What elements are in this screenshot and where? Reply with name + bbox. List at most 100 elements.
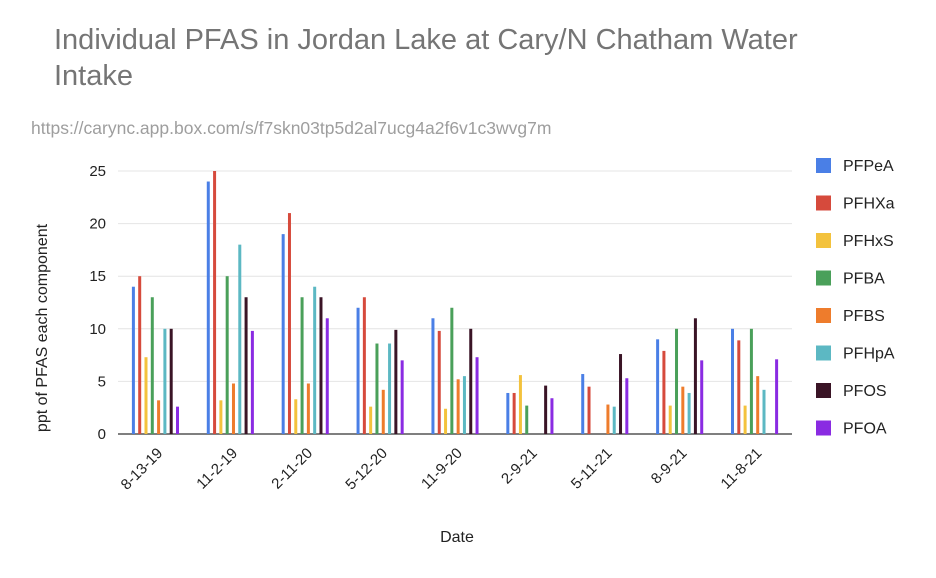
bar (287, 213, 291, 434)
bar (437, 330, 441, 434)
bar (693, 318, 697, 434)
bar (775, 359, 779, 434)
bar (381, 389, 385, 434)
legend: PFPeA PFHXa PFHxS PFBA PFBS PFHpA PFOS PFOA (816, 158, 895, 438)
bar (319, 297, 323, 434)
bar (144, 357, 148, 434)
x-tick-label: 2-11-20 (268, 445, 316, 493)
y-tick-label: 20 (89, 216, 106, 233)
legend-label: PFPeA (843, 158, 894, 175)
bar (681, 386, 685, 434)
x-tick-label: 8-9-21 (648, 445, 691, 488)
legend-swatch (816, 270, 831, 286)
bar (394, 329, 398, 434)
bar (219, 400, 223, 434)
bar (131, 286, 135, 434)
bar (625, 378, 629, 434)
x-tick-label: 5-11-21 (568, 445, 616, 493)
bar (743, 405, 747, 434)
bar (325, 318, 329, 434)
x-tick-label: 11-2-19 (193, 445, 241, 493)
bar (550, 398, 554, 434)
bar (175, 406, 179, 434)
legend-swatch (816, 420, 831, 436)
x-axis-ticks: 8-13-19 11-2-19 2-11-20 5-12-20 11-9-20 2-9-2… (118, 445, 766, 494)
y-tick-label: 15 (89, 268, 106, 285)
y-tick-label: 0 (98, 426, 106, 443)
bars (131, 171, 779, 434)
x-tick-label: 11-9-20 (418, 445, 466, 493)
bar (213, 171, 217, 434)
bar (581, 374, 585, 434)
chart-subtitle: https://carync.app.box.com/s/f7skn03tp5d… (31, 118, 552, 138)
bar (225, 276, 229, 434)
legend-label: PFOA (843, 421, 887, 438)
bar (506, 392, 510, 434)
bar (737, 340, 741, 434)
bar (469, 328, 473, 434)
bar (700, 360, 704, 434)
bar (456, 379, 460, 434)
bar (157, 400, 161, 434)
x-tick-label: 5-12-20 (342, 445, 391, 494)
legend-label: PFBA (843, 271, 885, 288)
x-tick-label: 8-13-19 (118, 445, 167, 494)
legend-swatch (816, 345, 831, 361)
bar (281, 234, 285, 434)
bar (675, 328, 679, 434)
bar (400, 360, 404, 434)
bar (619, 354, 623, 434)
x-axis-title: Date (440, 529, 474, 546)
bar (313, 286, 317, 434)
y-axis-title: ppt of PFAS each component (34, 223, 51, 432)
bar (518, 375, 522, 434)
bar (244, 297, 248, 434)
bar (662, 350, 666, 434)
x-tick-label: 11-8-21 (718, 445, 766, 493)
legend-label: PFHXa (843, 196, 895, 213)
bar (306, 383, 310, 434)
bar (450, 307, 454, 434)
bar (762, 389, 766, 434)
legend-swatch (816, 158, 831, 173)
bar (369, 406, 373, 434)
bar (231, 383, 235, 434)
bar (300, 297, 304, 434)
bar (756, 376, 760, 434)
bar (375, 343, 379, 434)
y-axis-ticks: 0 5 10 15 20 25 (89, 163, 106, 443)
bar (294, 399, 298, 434)
bar (544, 385, 548, 434)
bar (749, 328, 753, 434)
legend-swatch (816, 195, 831, 211)
bar (431, 318, 435, 434)
legend-label: PFBS (843, 308, 885, 325)
bar (462, 376, 466, 434)
gridlines (118, 170, 792, 435)
bar (206, 181, 210, 434)
bar (169, 328, 173, 434)
bar (388, 343, 392, 434)
y-tick-label: 5 (98, 373, 106, 390)
bar (525, 405, 529, 434)
chart-title: Individual PFAS in Jordan Lake at Cary/N… (54, 24, 798, 92)
bar (687, 392, 691, 434)
y-tick-label: 10 (89, 321, 106, 338)
bar (150, 297, 154, 434)
legend-swatch (816, 233, 831, 248)
bar (668, 405, 672, 434)
bar (356, 307, 360, 434)
legend-label: PFHxS (843, 233, 894, 250)
bar (512, 392, 516, 434)
bar (475, 357, 479, 434)
bar (587, 386, 591, 434)
bar (444, 408, 448, 434)
legend-label: PFOS (843, 383, 887, 400)
bar (731, 328, 735, 434)
legend-label: PFHpA (843, 346, 895, 363)
bar (250, 330, 254, 434)
bar (656, 339, 660, 434)
legend-swatch (816, 383, 831, 398)
x-tick-label: 2-9-21 (498, 445, 541, 488)
